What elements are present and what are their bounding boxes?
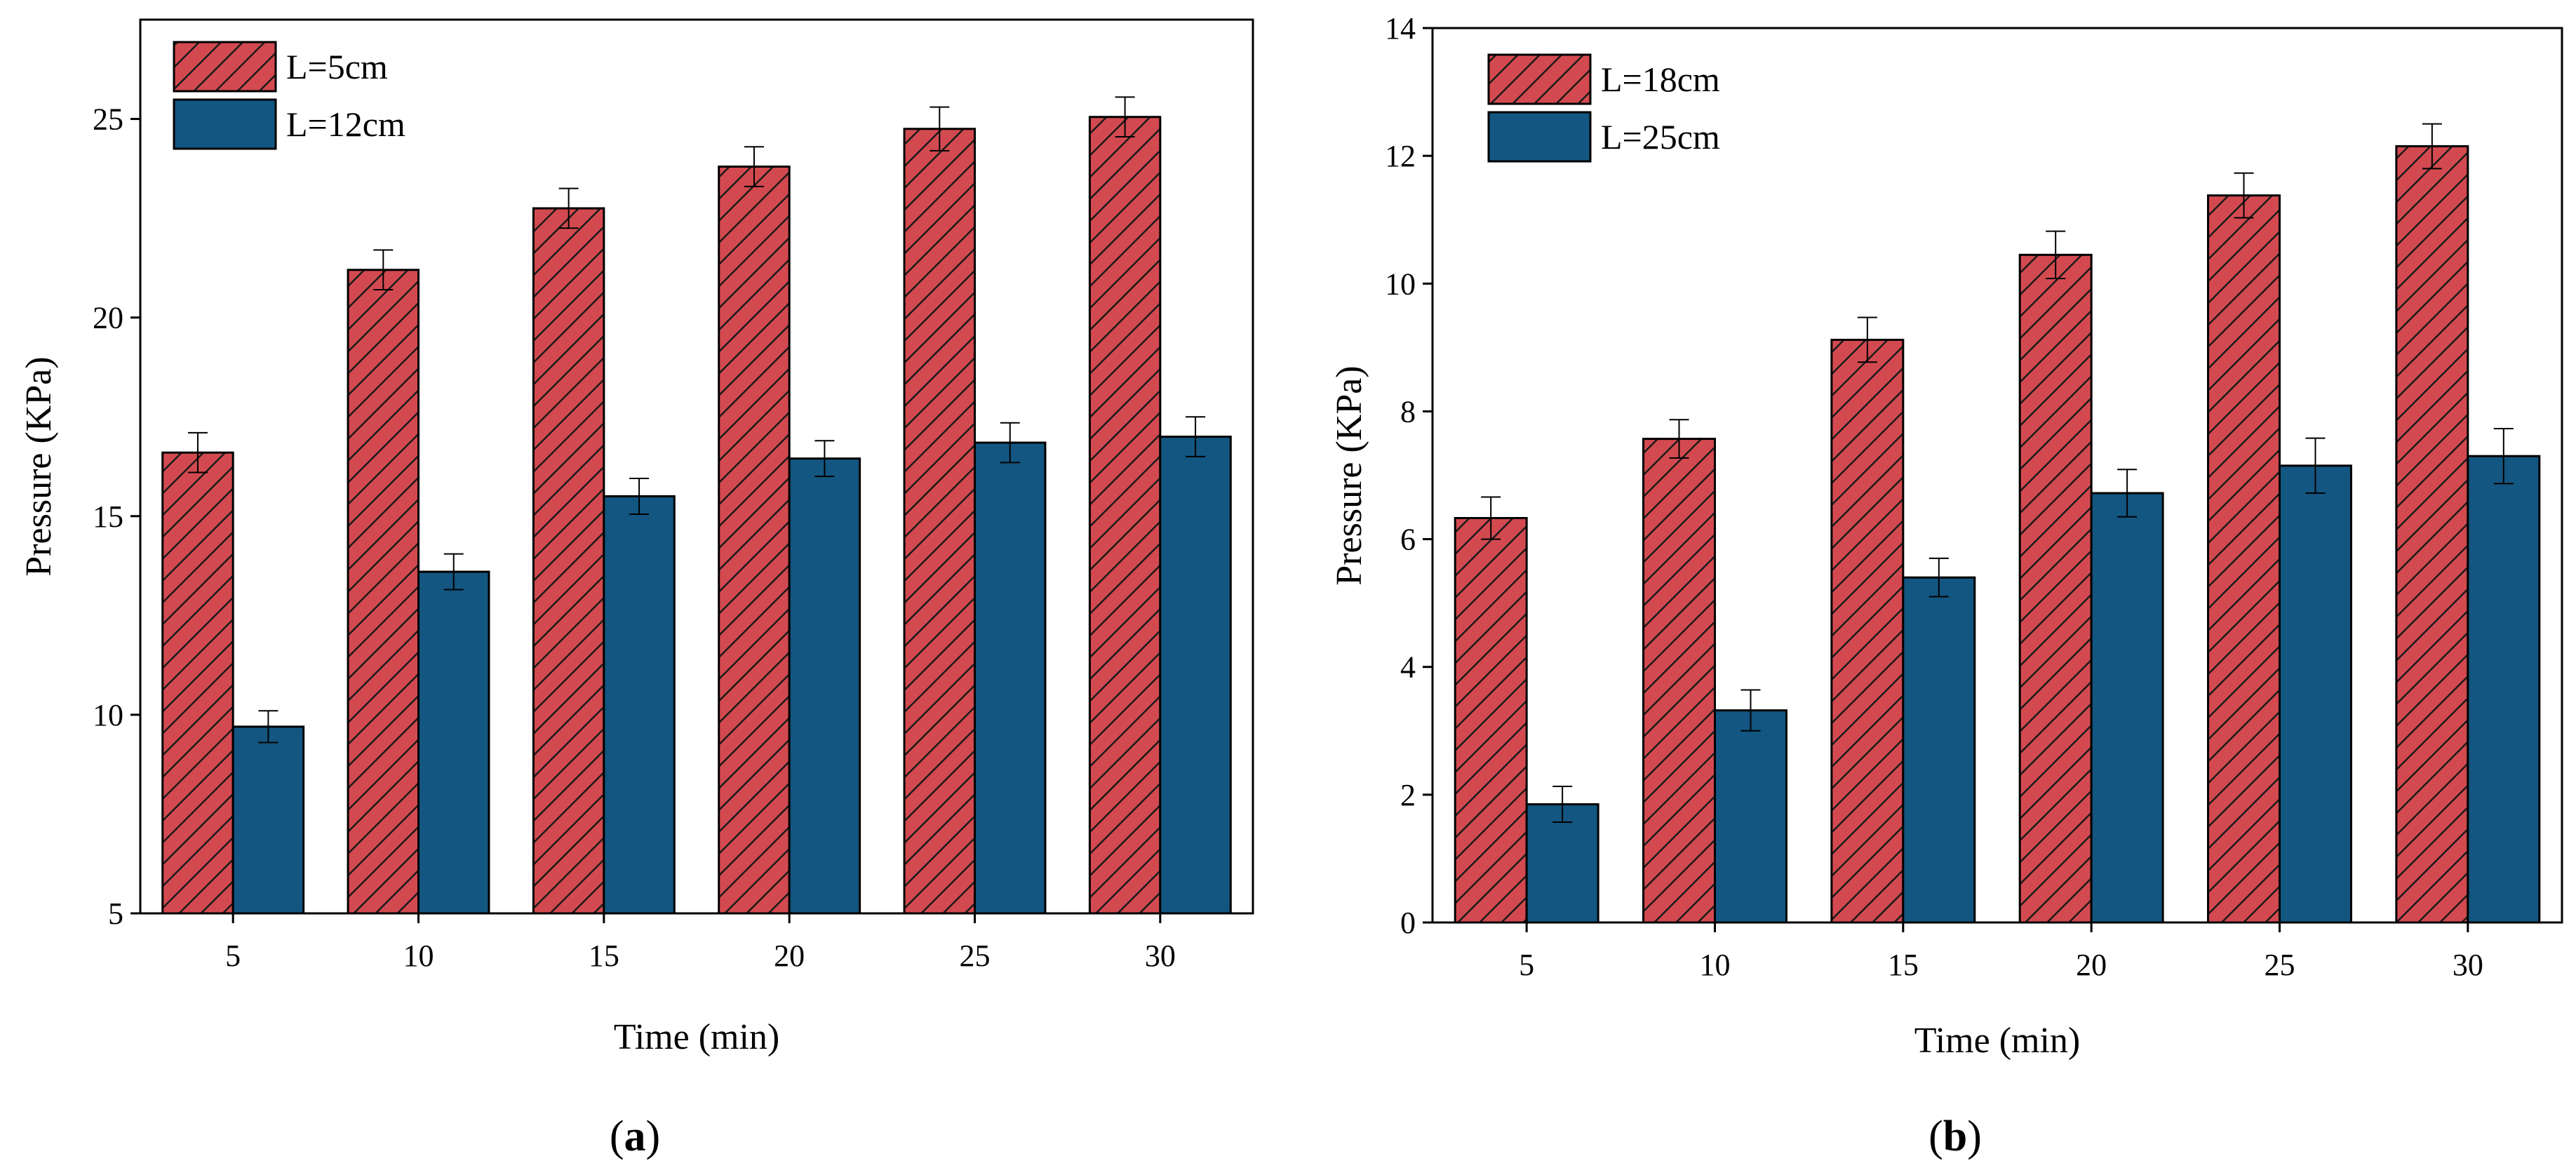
y-tick-label: 10: [93, 698, 123, 732]
legend-swatch: [1487, 53, 1592, 105]
bar: [1525, 803, 1599, 924]
x-axis-label: Time (min): [1914, 1021, 2080, 1061]
y-tick-label: 25: [93, 102, 123, 137]
x-tick-label: 25: [2265, 948, 2295, 982]
legend-swatch: [173, 41, 277, 93]
bar: [417, 570, 490, 915]
bar: [788, 457, 861, 915]
x-tick-label: 20: [774, 939, 805, 973]
x-tick-label: 30: [1145, 939, 1176, 973]
x-tick-label: 5: [1519, 948, 1534, 982]
bar: [974, 441, 1047, 915]
y-tick-label: 6: [1400, 523, 1416, 557]
bar: [718, 166, 791, 915]
bar: [2207, 194, 2281, 924]
chart-panel-b: 0 2 4 6 8 10 12 14 5 10 15 20 25 30 L=18cm L=25cm Pre…: [1329, 11, 2563, 1160]
bar: [2018, 253, 2093, 924]
panel-label-a: a: [624, 1113, 646, 1160]
bar: [2090, 492, 2164, 924]
bar: [1642, 438, 1717, 924]
bar: [232, 725, 305, 915]
legend-swatch: [1487, 111, 1592, 163]
x-tick-label: 10: [403, 939, 434, 973]
bar: [1088, 116, 1162, 915]
plot-frame: [1431, 27, 2563, 924]
bar: [532, 207, 605, 915]
legend-label: L=5cm: [286, 47, 388, 86]
legend-label: L=12cm: [286, 105, 405, 144]
panel-caption-b: (b): [1928, 1113, 1982, 1160]
y-tick-label: 12: [1385, 139, 1416, 173]
x-tick-label: 25: [960, 939, 991, 973]
x-tick-label: 10: [1700, 948, 1731, 982]
legend-label: L=18cm: [1601, 60, 1720, 99]
bar: [1714, 709, 1787, 924]
bar: [2395, 145, 2469, 924]
y-tick-label: 2: [1400, 778, 1416, 812]
bar: [1902, 576, 1976, 924]
plot-frame: [139, 18, 1254, 915]
panel-label-b: b: [1943, 1113, 1967, 1160]
bar: [603, 495, 676, 915]
y-tick-label: 14: [1385, 11, 1416, 46]
y-tick-label: 10: [1385, 267, 1416, 301]
chart-panel-a: 5 10 15 20 25 5 10 15 20 25 30 L=5cm L=12cm Pressu…: [19, 18, 1254, 1160]
x-tick-label: 30: [2453, 948, 2483, 982]
legend-label: L=25cm: [1601, 117, 1720, 156]
y-axis-label: Pressure (KPa): [1329, 365, 1369, 585]
y-tick-label: 20: [93, 301, 123, 335]
y-tick-label: 5: [108, 897, 123, 931]
bar: [347, 269, 420, 915]
y-tick-label: 15: [93, 499, 123, 534]
bar: [1454, 517, 1528, 924]
panel-caption-a: (a): [610, 1113, 660, 1160]
x-axis-label: Time (min): [614, 1017, 779, 1057]
bar: [1830, 338, 1905, 924]
x-tick-label: 15: [1888, 948, 1919, 982]
y-axis-label: Pressure (KPa): [19, 356, 59, 576]
bar: [903, 128, 977, 915]
bar: [2467, 455, 2541, 924]
y-tick-label: 8: [1400, 394, 1416, 429]
x-tick-label: 20: [2076, 948, 2107, 982]
legend-swatch: [173, 98, 277, 150]
x-tick-label: 15: [589, 939, 619, 973]
y-tick-label: 0: [1400, 906, 1416, 940]
x-tick-label: 5: [225, 939, 241, 973]
bar: [2279, 464, 2352, 924]
bar: [1159, 436, 1232, 915]
y-tick-label: 4: [1400, 650, 1416, 685]
bar: [161, 451, 234, 915]
